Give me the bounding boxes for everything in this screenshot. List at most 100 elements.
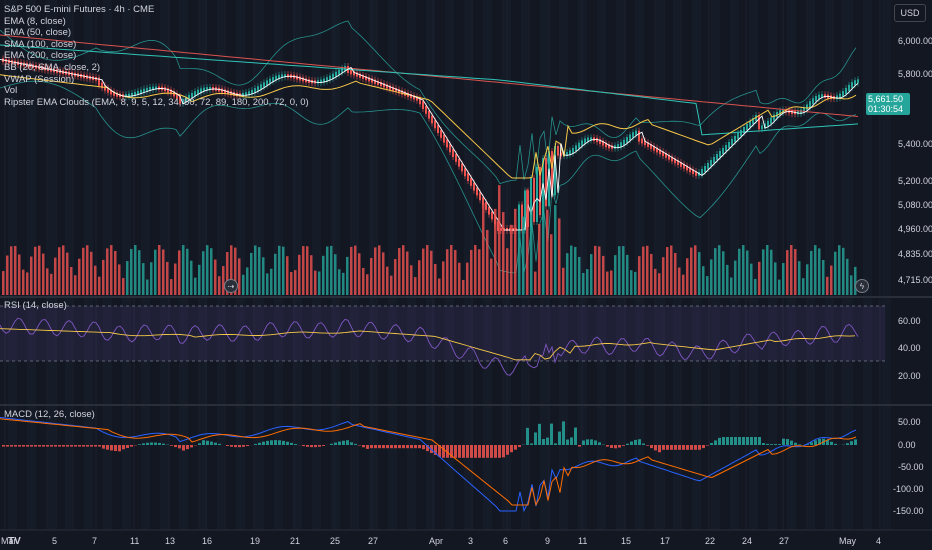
lightning-icon[interactable]: ϟ	[855, 279, 869, 293]
macd-histogram-bar	[766, 443, 769, 445]
legend-bb[interactable]: BB (20, SMA, close, 2)	[4, 61, 101, 73]
macd-histogram-bar	[374, 445, 377, 449]
candle-body	[380, 82, 382, 87]
volume-bar	[18, 254, 21, 295]
macd-histogram-bar	[722, 437, 725, 445]
volume-bar	[750, 263, 753, 295]
session-band	[141, 0, 150, 530]
rsi-title[interactable]: RSI (14, close)	[4, 300, 67, 311]
volume-bar	[754, 278, 757, 295]
macd-histogram-bar	[690, 445, 693, 450]
legend-ema8[interactable]: EMA (8, close)	[4, 15, 66, 27]
candle-body	[605, 142, 607, 148]
volume-bar	[678, 267, 681, 295]
macd-histogram-bar	[122, 445, 125, 450]
candle-body	[197, 89, 199, 95]
volume-bar	[430, 250, 433, 295]
macd-histogram-bar	[318, 445, 321, 447]
macd-histogram-bar	[746, 437, 749, 445]
candle-body	[428, 110, 430, 119]
macd-histogram-bar	[266, 440, 269, 445]
macd-histogram-bar	[254, 443, 257, 445]
volume-bar	[126, 261, 129, 295]
volume-bar	[102, 259, 105, 295]
candle-body	[269, 78, 271, 84]
macd-histogram-bar	[390, 445, 393, 449]
macd-histogram-bar	[730, 437, 733, 445]
volume-bar	[362, 267, 365, 295]
macd-histogram-bar	[826, 439, 829, 445]
candle-body	[809, 101, 811, 108]
chart-title[interactable]: S&P 500 E-mini Futures · 4h · CME	[4, 4, 155, 15]
pane-separators[interactable]	[0, 296, 932, 531]
macd-histogram-bar	[854, 439, 857, 445]
candle-body	[323, 78, 325, 83]
macd-histogram-bar	[434, 445, 437, 455]
legend-ema50[interactable]: EMA (50, close)	[4, 27, 72, 39]
volume-bar	[766, 245, 769, 295]
macd-histogram-bar	[774, 444, 777, 445]
candle-body	[227, 90, 229, 95]
volume-bar	[842, 247, 845, 295]
macd-histogram-bar	[274, 440, 277, 445]
candle-body	[107, 87, 109, 93]
volume-bar	[322, 255, 325, 295]
macd-histogram-bar	[6, 445, 9, 447]
legend-ripster[interactable]: Ripster EMA Clouds (EMA, 8, 9, 5, 12, 34…	[4, 96, 309, 108]
earnings-icon[interactable]: ⇢	[224, 279, 238, 293]
macd-histogram-bar	[182, 445, 185, 451]
volume-bar	[174, 263, 177, 295]
volume-bar	[70, 267, 73, 295]
candle-body	[797, 110, 799, 115]
volume-bar	[354, 245, 357, 295]
macd-histogram-bar	[726, 437, 729, 445]
candle-body	[302, 77, 304, 82]
legend-vol[interactable]: Vol	[4, 85, 18, 97]
volume-bar	[826, 276, 829, 295]
legend-vwap[interactable]: VWAP (Session)	[4, 73, 75, 85]
volume-bar	[394, 259, 397, 295]
volume-bar	[346, 256, 349, 295]
candle-body	[851, 82, 853, 88]
candle-body	[617, 144, 619, 149]
macd-histogram-bar	[630, 441, 633, 445]
macd-title[interactable]: MACD (12, 26, close)	[4, 409, 95, 420]
currency-button[interactable]: USD	[894, 4, 926, 22]
volume-bar	[222, 266, 225, 295]
volume-bar	[142, 263, 145, 295]
volume-bar	[370, 257, 373, 295]
candle-body	[623, 139, 625, 146]
macd-histogram-bar	[666, 445, 669, 450]
legend-sma100[interactable]: SMA (100, close)	[4, 38, 77, 50]
volume-bar	[646, 245, 649, 295]
volume-bar	[686, 258, 689, 295]
volume-bar	[710, 259, 713, 295]
candle-body	[443, 134, 445, 143]
volume-bar	[90, 251, 93, 295]
candle-body	[128, 93, 130, 98]
macd-histogram-bar	[70, 445, 73, 447]
volume-bar	[762, 249, 765, 295]
volume-bar	[282, 246, 285, 295]
candle-body	[449, 144, 451, 153]
macd-histogram-bar	[358, 445, 361, 446]
macd-histogram-bar	[658, 445, 661, 453]
candle-body	[581, 140, 583, 146]
macd-histogram-bar	[682, 445, 685, 450]
candle-body	[650, 144, 652, 149]
volume-bar	[314, 270, 317, 295]
moving-average-lines	[0, 20, 859, 274]
last-price: 5,661.50	[868, 94, 904, 104]
volume-bar	[690, 247, 693, 295]
macd-histogram-bar	[674, 445, 677, 450]
candle-body	[392, 86, 394, 91]
legend-ema200[interactable]: EMA (200, close)	[4, 50, 77, 62]
volume-bar	[342, 272, 345, 295]
candle-body	[734, 136, 736, 142]
macd-histogram-bar	[790, 440, 793, 445]
candle-body	[854, 80, 856, 86]
macd-histogram-bar	[74, 445, 77, 447]
volume-bar	[802, 278, 805, 295]
macd-histogram-bar	[278, 440, 281, 445]
